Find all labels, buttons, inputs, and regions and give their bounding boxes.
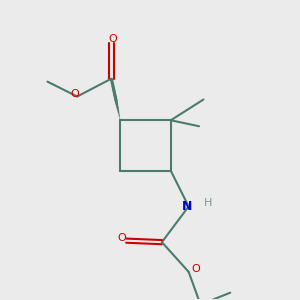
Text: H: H [204,199,212,208]
Text: O: O [192,264,200,274]
Text: O: O [109,34,117,44]
Text: N: N [182,200,192,213]
Text: O: O [117,233,126,243]
Text: O: O [70,88,79,98]
